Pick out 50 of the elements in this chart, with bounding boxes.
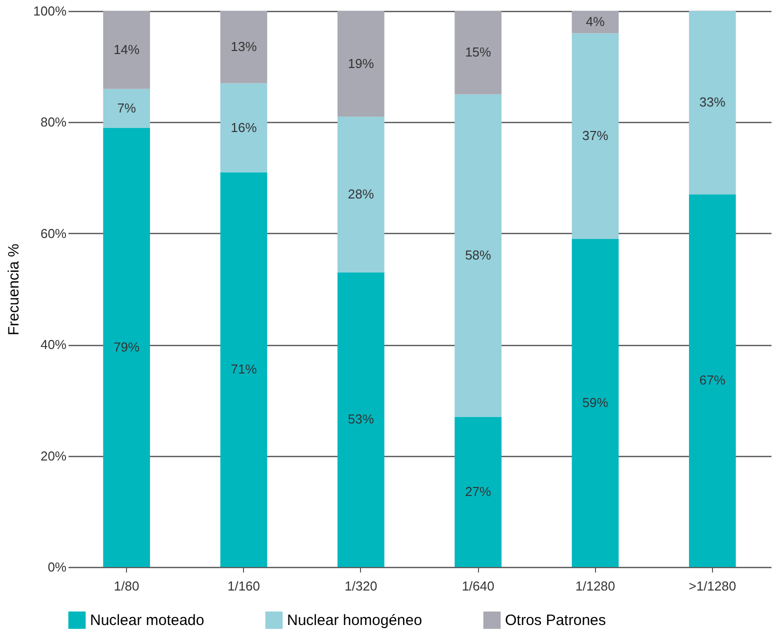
data-label: 33% bbox=[699, 94, 726, 110]
data-label: 13% bbox=[230, 39, 258, 54]
y-tick-label: 60% bbox=[40, 226, 67, 241]
bar bbox=[220, 11, 268, 84]
data-label: 67% bbox=[699, 372, 726, 388]
bar bbox=[572, 11, 619, 34]
data-label: 59% bbox=[582, 394, 609, 410]
data-label: 4% bbox=[586, 14, 606, 30]
data-label: 53% bbox=[348, 412, 374, 427]
data-label: 58% bbox=[465, 248, 492, 263]
data-label: 15% bbox=[465, 44, 492, 60]
y-tick-label: 80% bbox=[40, 114, 67, 130]
bar bbox=[454, 94, 502, 417]
legend-label: Otros Patrones bbox=[505, 612, 606, 630]
legend-label: Nuclear moteado bbox=[90, 612, 204, 630]
bar bbox=[103, 88, 150, 128]
bar bbox=[454, 416, 502, 567]
legend-label: Nuclear homogéneo bbox=[287, 612, 422, 630]
data-label: 14% bbox=[114, 42, 140, 57]
y-axis-title: Frecuencia % bbox=[5, 244, 22, 336]
bar bbox=[572, 33, 619, 239]
bar bbox=[220, 172, 268, 567]
data-label: 28% bbox=[348, 186, 374, 202]
x-tick-label: 1/80 bbox=[114, 578, 140, 594]
bar bbox=[103, 11, 150, 89]
bar bbox=[337, 272, 384, 567]
data-label: 71% bbox=[230, 362, 258, 377]
y-tick-label: 0% bbox=[48, 560, 67, 574]
bar bbox=[337, 116, 384, 272]
x-tick-label: 1/640 bbox=[462, 578, 494, 594]
y-tick-label: 20% bbox=[40, 448, 67, 464]
bar bbox=[220, 83, 268, 172]
bar bbox=[454, 11, 502, 94]
data-label: 7% bbox=[117, 100, 136, 116]
data-label: 19% bbox=[348, 56, 374, 71]
y-tick-label: 100% bbox=[33, 4, 67, 18]
bar bbox=[103, 128, 150, 567]
y-tick-label: 40% bbox=[40, 337, 67, 352]
data-label: 27% bbox=[465, 484, 492, 499]
bar bbox=[688, 194, 736, 567]
data-label: 79% bbox=[114, 339, 140, 354]
x-tick-label: 1/160 bbox=[227, 578, 260, 594]
x-tick-label: 1/1280 bbox=[575, 578, 616, 594]
bar bbox=[688, 11, 736, 194]
data-label: 16% bbox=[230, 120, 258, 135]
x-tick-label: >1/1280 bbox=[688, 578, 736, 594]
x-tick-label: 1/320 bbox=[344, 578, 378, 594]
bar bbox=[337, 11, 384, 117]
bar bbox=[572, 238, 619, 567]
data-label: 37% bbox=[582, 128, 609, 144]
